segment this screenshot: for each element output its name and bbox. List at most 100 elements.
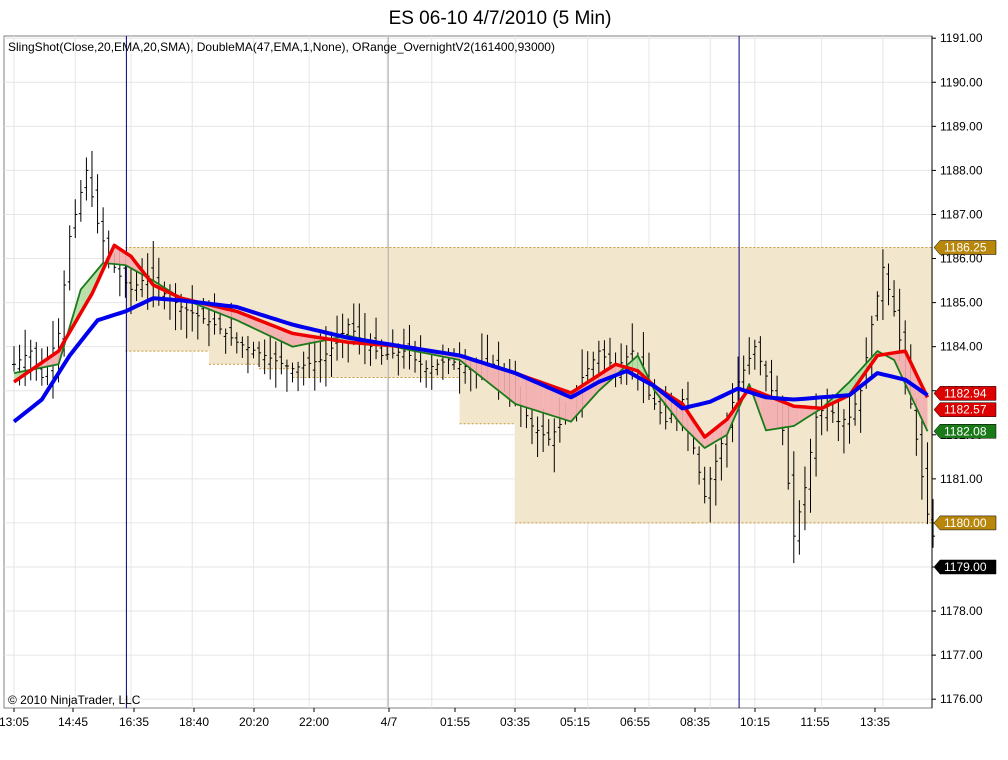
ribbon-segment <box>782 401 789 428</box>
ohlc-bar <box>28 339 33 381</box>
copyright-text: © 2010 NinjaTrader, LLC <box>8 693 141 707</box>
price-labels: 1186.25 1182.94 1182.57 1182.08 1180.00 1179.… <box>933 240 997 575</box>
ohlc-bar <box>12 346 16 372</box>
ribbon-segment <box>788 403 794 427</box>
x-tick-label: 08:35 <box>680 715 710 729</box>
indicator-legend: SlingShot(Close,20,EMA,20,SMA), DoubleMA… <box>8 40 555 54</box>
ribbon-segment <box>771 397 778 430</box>
ohlc-bar <box>697 446 702 485</box>
price-tag-label: 1179.00 <box>944 560 987 574</box>
x-tick-label: 03:35 <box>500 715 530 729</box>
ohlc-bar <box>162 281 167 310</box>
ohlc-bar <box>273 341 278 388</box>
ohlc-bar <box>758 336 763 376</box>
ohlc-bar <box>396 343 401 376</box>
ribbon-segment <box>509 371 516 404</box>
ribbon-segment <box>515 373 521 406</box>
price-tag-label: 1182.94 <box>944 386 987 400</box>
ribbon-segment <box>520 375 527 408</box>
ohlc-bar <box>307 340 312 379</box>
ohlc-bar <box>84 157 89 201</box>
x-tick-label: 01:55 <box>440 715 470 729</box>
ohlc-bar <box>212 293 217 335</box>
ohlc-bar <box>240 336 245 358</box>
ribbon-segment <box>481 362 488 382</box>
ribbon-segment <box>281 329 287 345</box>
ribbon-segment <box>493 366 499 391</box>
y-tick-label: 1185.00 <box>940 296 983 310</box>
ribbon-segment <box>498 367 505 396</box>
y-tick-label: 1176.00 <box>940 692 983 706</box>
x-tick-label: 11:55 <box>800 715 829 729</box>
ohlc-bar <box>619 343 624 385</box>
ohlc-bar <box>73 199 78 238</box>
ohlc-bar <box>808 438 813 513</box>
ohlc-bar <box>424 360 429 388</box>
ohlc-bar <box>535 416 540 458</box>
blue-ma-line <box>12 296 929 424</box>
price-tag-label: 1182.08 <box>944 424 987 438</box>
ohlc-bar <box>440 344 445 380</box>
x-tick-label: 16:35 <box>119 715 149 729</box>
ribbon-segment <box>799 406 805 423</box>
ohlc-bar <box>886 263 891 306</box>
ohlc-bar <box>279 337 284 375</box>
ohlc-bar <box>257 341 262 368</box>
price-tag-label: 1182.57 <box>944 403 987 417</box>
price-tag: 1182.94 <box>933 386 997 401</box>
ribbon-segment <box>548 384 555 417</box>
ohlc-bar <box>195 305 200 340</box>
ohlc-bar <box>585 351 590 382</box>
ohlc-bar <box>708 466 713 523</box>
ohlc-bar <box>140 258 145 298</box>
ohlc-bar <box>418 335 423 383</box>
ohlc-bar <box>552 418 557 473</box>
ohlc-bar <box>128 267 133 315</box>
x-tick-label: 13:35 <box>860 715 890 729</box>
price-tag: 1182.57 <box>933 402 997 417</box>
ohlc-bar <box>607 337 612 370</box>
x-axis: 13:05 14:45 16:35 18:40 20:20 22:00 4/7 01:55 03… <box>0 708 890 729</box>
ohlc-bar <box>769 359 774 396</box>
ribbon-segment <box>537 381 544 413</box>
ohlc-bar <box>312 335 317 391</box>
ohlc-bar <box>23 329 28 387</box>
ribbon-segment <box>765 395 772 431</box>
ohlc-bar <box>841 409 846 454</box>
ohlc-bar <box>245 335 250 374</box>
ribbon-segment <box>504 369 510 400</box>
ohlc-bar <box>847 395 852 444</box>
ohlc-bar <box>747 337 752 375</box>
ohlc-bar <box>134 269 139 302</box>
price-tag: 1179.00 <box>933 559 997 575</box>
ohlc-bar <box>919 416 924 500</box>
ohlc-bar <box>95 174 100 234</box>
ribbon-segment <box>292 333 299 347</box>
chart-title: ES 06-10 4/7/2010 (5 Min) <box>389 8 612 29</box>
ohlc-bar <box>791 451 796 564</box>
ribbon-segment <box>526 377 533 410</box>
y-tick-label: 1181.00 <box>940 472 983 486</box>
ohlc-bar <box>290 362 295 383</box>
ohlc-bar <box>268 335 273 380</box>
ribbon-segment <box>298 334 304 346</box>
ohlc-bar <box>184 301 189 339</box>
x-tick-label: 13:05 <box>0 715 29 729</box>
ribbon-segment <box>693 420 700 443</box>
x-tick-label: 22:00 <box>299 715 329 729</box>
vertical-markers <box>125 36 740 708</box>
ohlc-bar <box>223 328 228 354</box>
price-tag: 1182.08 <box>933 424 997 439</box>
x-tick-label: 14:45 <box>58 715 88 729</box>
ohlc-bar <box>752 339 757 370</box>
ohlc-bar <box>892 280 897 317</box>
y-tick-label: 1184.00 <box>940 340 983 354</box>
ohlc-bar <box>251 341 256 359</box>
x-tick-label: 4/7 <box>381 715 398 729</box>
ribbon-segment <box>793 406 800 426</box>
ohlc-bar <box>880 249 885 321</box>
ribbon-segment <box>543 383 549 415</box>
price-tag-label: 1180.00 <box>944 516 987 530</box>
ohlc-bar <box>368 333 373 366</box>
